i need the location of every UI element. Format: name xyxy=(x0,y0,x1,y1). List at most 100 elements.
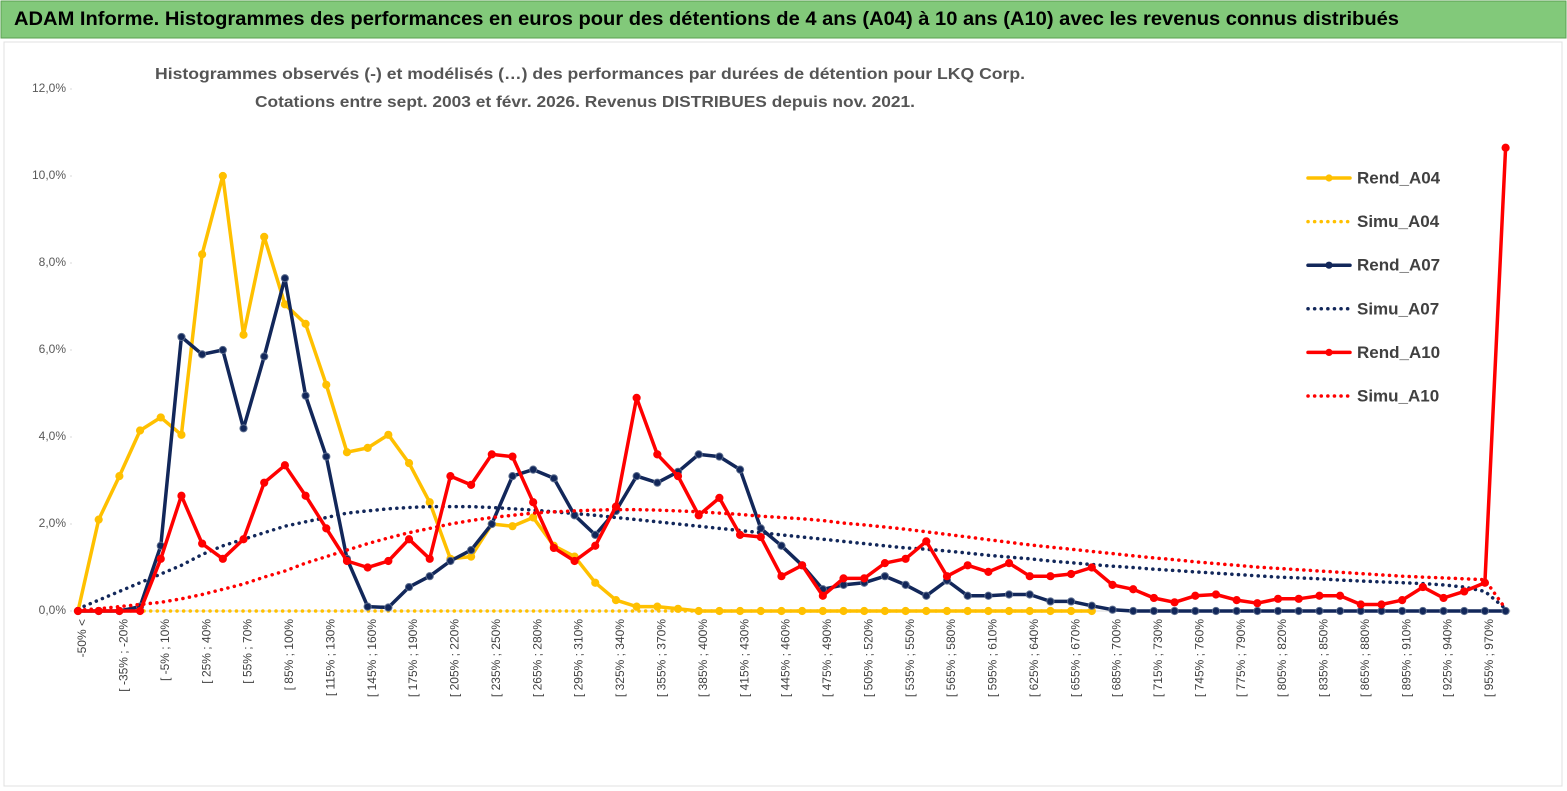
marker xyxy=(1480,606,1490,616)
marker xyxy=(404,582,414,592)
marker xyxy=(901,580,910,590)
marker xyxy=(239,424,248,433)
marker xyxy=(1398,596,1407,605)
x-tick-label: [ 925% ; 940% xyxy=(1441,619,1455,697)
x-tick-label: [ 55% ; 70% xyxy=(241,619,255,684)
marker xyxy=(363,563,372,572)
legend-label: Rend_A10 xyxy=(1357,343,1440,362)
legend-marker xyxy=(1325,261,1333,269)
marker xyxy=(632,393,641,402)
marker xyxy=(963,591,972,600)
marker xyxy=(239,535,248,544)
marker xyxy=(1315,606,1324,616)
x-tick-label: [ 385% ; 400% xyxy=(696,619,710,697)
marker xyxy=(384,556,393,566)
model-line xyxy=(76,504,1508,611)
x-tick-label: [ 265% ; 280% xyxy=(530,619,544,697)
marker xyxy=(1294,594,1303,603)
marker xyxy=(777,572,786,581)
marker xyxy=(218,554,227,563)
marker xyxy=(984,567,993,576)
x-tick-label: [ 715% ; 730% xyxy=(1151,619,1165,697)
model-line xyxy=(76,507,1508,612)
y-tick-label: 4,0% xyxy=(39,429,67,443)
marker xyxy=(570,556,579,566)
marker xyxy=(384,603,393,612)
x-tick-label: [ -5% ; 10% xyxy=(158,619,172,681)
marker xyxy=(1315,591,1324,600)
x-tick-label: [ 475% ; 490% xyxy=(820,619,834,697)
legend-label: Rend_A07 xyxy=(1357,256,1440,275)
marker xyxy=(715,493,724,502)
marker xyxy=(1335,606,1345,616)
marker xyxy=(1087,601,1096,610)
marker xyxy=(1273,594,1283,603)
marker xyxy=(1025,590,1034,599)
marker xyxy=(777,541,786,550)
marker xyxy=(446,472,455,481)
marker xyxy=(1501,606,1510,616)
marker xyxy=(260,478,269,487)
x-tick-label: [ 325% ; 340% xyxy=(613,619,627,697)
x-tick-label: [ 745% ; 760% xyxy=(1192,619,1206,697)
plot-frame xyxy=(3,41,1563,787)
x-tick-label: [ 805% ; 820% xyxy=(1275,619,1289,697)
marker xyxy=(529,465,538,474)
marker xyxy=(1439,593,1448,603)
marker xyxy=(446,556,455,566)
marker xyxy=(508,522,517,531)
marker xyxy=(756,524,765,533)
marker xyxy=(694,450,703,459)
marker xyxy=(1170,598,1179,607)
marker xyxy=(529,498,538,507)
chart-title: Histogrammes observés (-) et modélisés (… xyxy=(155,66,1025,83)
x-tick-label: [ 235% ; 250% xyxy=(489,619,503,697)
marker xyxy=(1067,597,1076,606)
marker xyxy=(218,171,227,181)
marker xyxy=(798,561,807,570)
marker xyxy=(1191,591,1200,600)
x-tick-label: -50% < xyxy=(75,619,89,657)
marker xyxy=(1232,606,1241,616)
marker xyxy=(156,413,165,422)
marker xyxy=(177,332,186,342)
marker xyxy=(508,452,517,461)
x-tick-label: [ 565% ; 580% xyxy=(944,619,958,697)
marker xyxy=(425,554,434,563)
marker xyxy=(301,319,310,328)
x-tick-label: [ 835% ; 850% xyxy=(1317,619,1331,697)
marker xyxy=(177,430,186,439)
marker xyxy=(1253,599,1262,608)
marker xyxy=(280,274,289,283)
legend-label: Simu_A04 xyxy=(1357,212,1440,231)
x-tick-label: [ 685% ; 700% xyxy=(1110,619,1124,697)
marker xyxy=(239,330,248,339)
y-tick-label: 0,0% xyxy=(39,603,67,617)
marker xyxy=(487,519,496,529)
marker xyxy=(384,430,393,439)
marker xyxy=(591,530,600,539)
marker xyxy=(1067,569,1076,579)
x-tick-label: [ 355% ; 370% xyxy=(654,619,668,697)
marker xyxy=(632,472,641,481)
marker xyxy=(508,472,517,481)
header-title: ADAM Informe. Histogrammes des performan… xyxy=(14,9,1399,30)
marker xyxy=(280,461,289,470)
marker xyxy=(1004,559,1014,568)
marker xyxy=(922,537,931,546)
marker xyxy=(1418,582,1427,592)
marker xyxy=(198,250,207,259)
marker xyxy=(1129,585,1138,594)
x-tick-label: [ -35% ; -20% xyxy=(117,619,131,692)
marker xyxy=(156,554,165,563)
x-tick-label: [ 625% ; 640% xyxy=(1027,619,1041,697)
marker xyxy=(404,459,414,468)
marker xyxy=(94,515,103,524)
marker xyxy=(1460,606,1469,616)
marker xyxy=(322,380,331,389)
marker xyxy=(1335,591,1345,600)
marker xyxy=(591,541,600,550)
marker xyxy=(549,543,558,553)
marker xyxy=(363,443,372,452)
marker xyxy=(1191,606,1200,616)
